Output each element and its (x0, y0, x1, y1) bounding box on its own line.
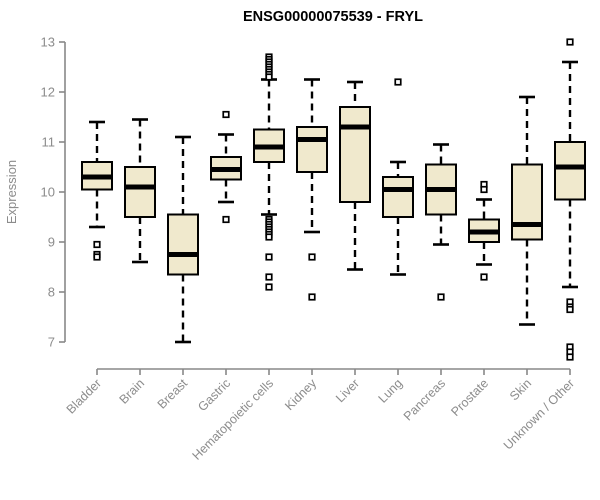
y-axis: 7 8 9 10 11 12 13 (41, 35, 66, 350)
x-tick-label: Skin (507, 376, 534, 403)
outlier-point (265, 283, 273, 291)
box (167, 213, 199, 276)
y-tick-label: 10 (41, 185, 55, 200)
x-tick-label: Hematopoietic cells (190, 376, 277, 463)
outlier-point (566, 38, 574, 46)
boxplot-skin (511, 95, 543, 326)
boxplot-unknown-other (554, 38, 586, 361)
outlier-point (308, 253, 316, 261)
outlier-point (566, 305, 574, 314)
x-tick-label: Prostate (448, 376, 491, 419)
boxplot-breast (167, 135, 199, 344)
y-tick-label: 9 (48, 235, 55, 250)
boxplot-prostate (468, 180, 500, 281)
boxplot-lung (382, 78, 414, 276)
y-tick-label: 8 (48, 285, 55, 300)
outlier-point (265, 253, 273, 261)
boxplot-bladder (81, 120, 113, 261)
box (339, 106, 371, 203)
x-tick-label: Brain (117, 376, 148, 407)
outlier-point (308, 293, 316, 301)
outlier-point (265, 73, 273, 81)
box (124, 166, 156, 218)
outlier-point (394, 78, 402, 86)
outlier-point (93, 240, 101, 249)
x-tick-label: Pancreas (401, 376, 448, 423)
boxplot-pancreas (425, 143, 457, 301)
y-tick-label: 13 (41, 35, 55, 50)
outlier-point (93, 253, 101, 261)
boxplot-gastric (210, 110, 242, 224)
boxplot-kidney (296, 78, 328, 301)
y-axis-label: Expression (4, 160, 19, 224)
x-tick-label: Bladder (64, 376, 104, 416)
chart-title: ENSG00000075539 - FRYL (243, 9, 423, 25)
outlier-point (265, 273, 273, 281)
boxplot-liver (339, 80, 371, 271)
outlier-point (480, 185, 488, 194)
outlier-point (222, 110, 230, 119)
x-tick-label: Breast (155, 376, 191, 412)
box (296, 126, 328, 173)
outlier-point (265, 233, 273, 241)
box (554, 141, 586, 201)
y-tick-label: 11 (42, 135, 56, 150)
y-tick-label: 12 (41, 85, 55, 100)
outlier-point (222, 215, 230, 224)
boxplot-brain (124, 118, 156, 264)
outlier-point (480, 273, 488, 281)
box (382, 176, 414, 218)
x-tick-label: Gastric (195, 376, 233, 414)
x-tick-label: Liver (333, 376, 362, 405)
boxplot-series (81, 38, 586, 361)
outlier-point (566, 353, 574, 361)
outlier-point (437, 293, 445, 301)
y-tick-label: 7 (48, 335, 55, 350)
boxplot-hematopoietic-cells (253, 53, 285, 291)
x-tick-label: Kidney (282, 376, 319, 413)
x-tick-label: Lung (376, 376, 406, 406)
box (511, 163, 543, 241)
